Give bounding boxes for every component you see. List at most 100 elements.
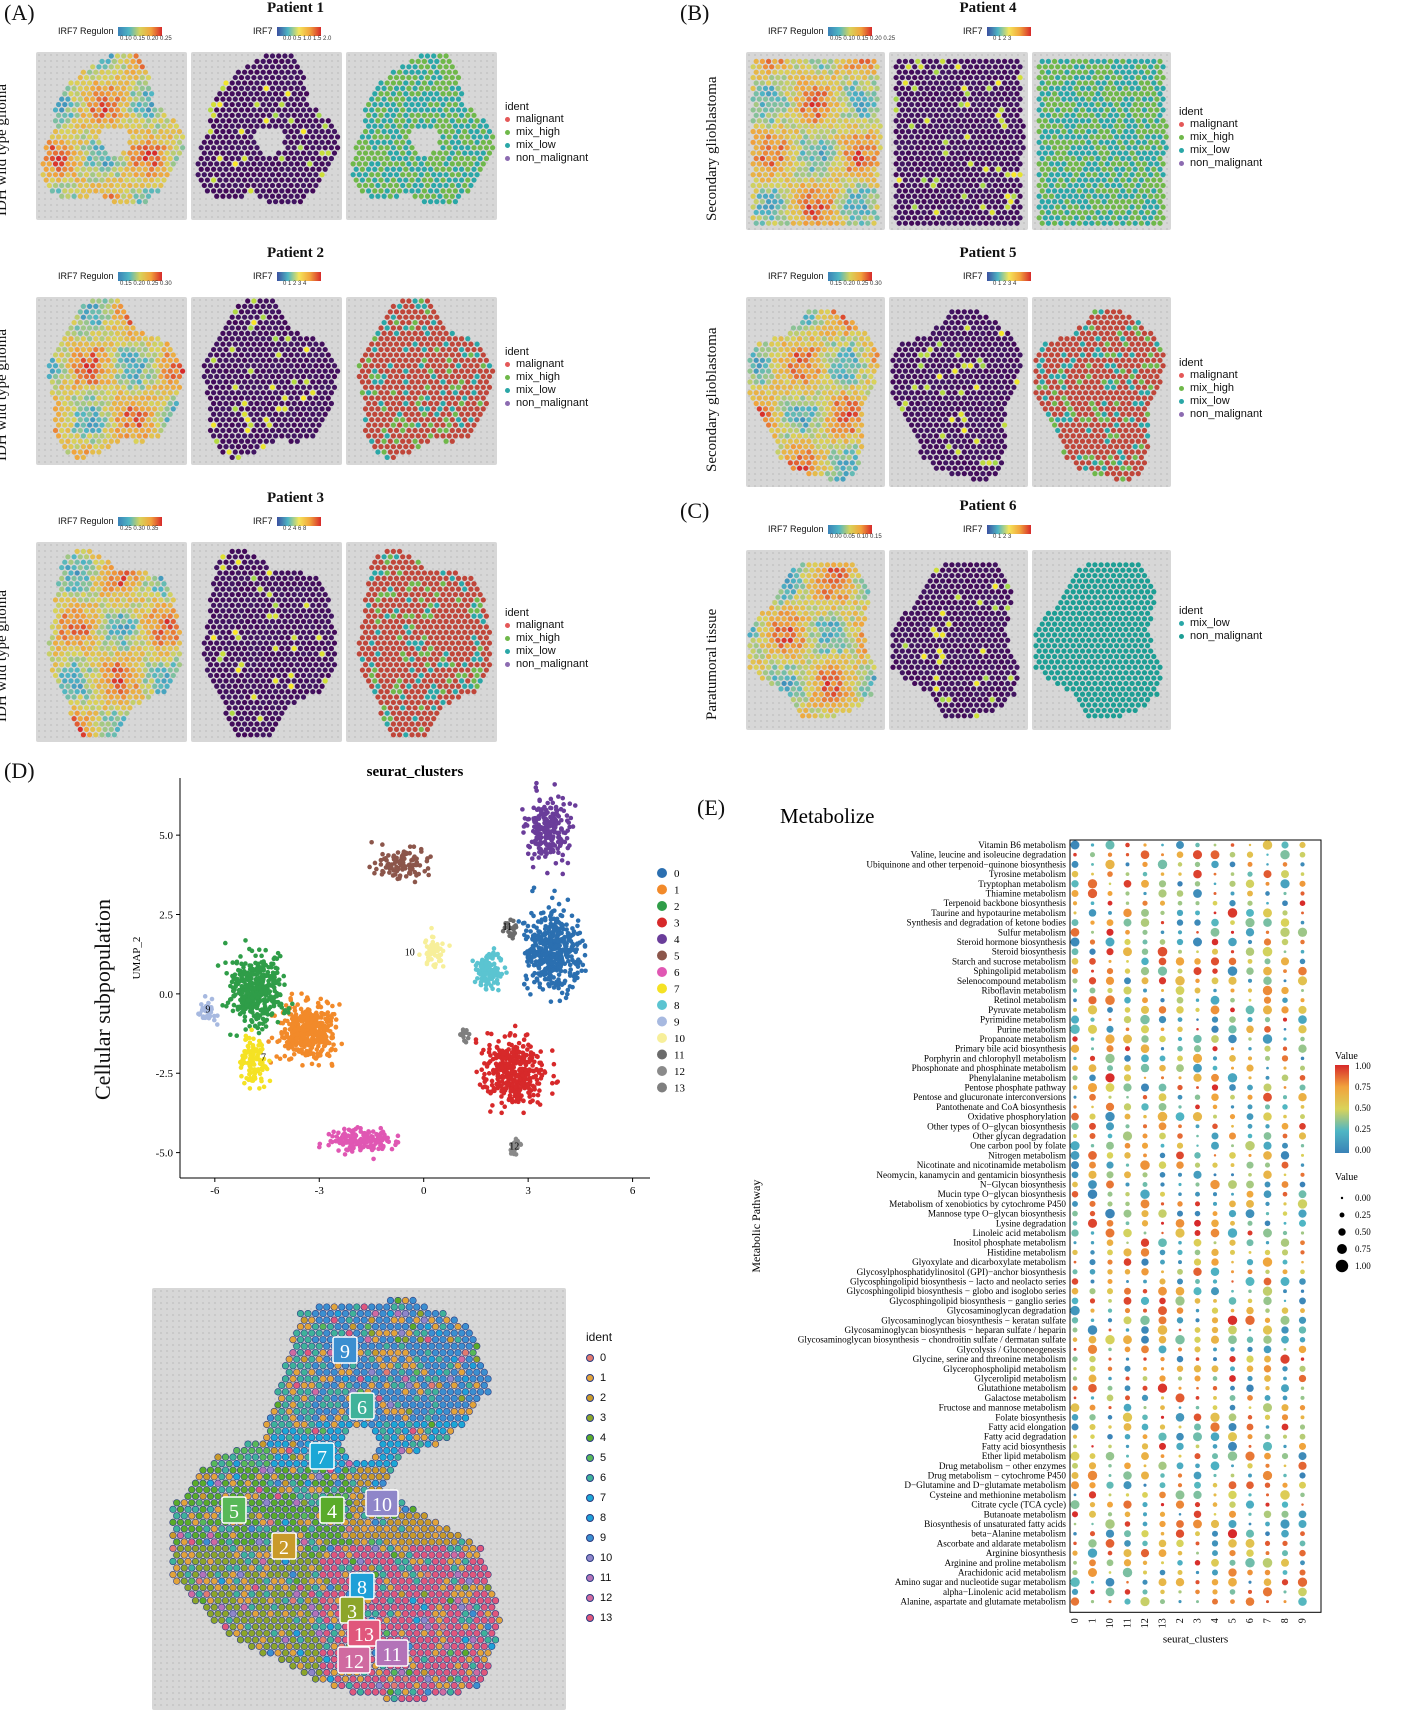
spot (77, 182, 83, 189)
spot (282, 629, 288, 635)
spot (105, 80, 111, 86)
spot (406, 554, 412, 560)
spot (400, 182, 406, 189)
spot (201, 139, 207, 145)
spot (242, 581, 248, 587)
regulon-colorbar-gradient (117, 272, 162, 282)
spot (65, 107, 71, 113)
spot (242, 444, 248, 450)
spot (74, 613, 80, 619)
regulon-colorbar-gradient (827, 27, 872, 37)
spot (105, 303, 111, 309)
spot (161, 422, 167, 428)
spot (232, 427, 238, 434)
spot (251, 139, 257, 145)
spot (220, 427, 226, 434)
spot (152, 586, 158, 592)
spot (133, 172, 139, 178)
spot (282, 161, 288, 167)
spot (248, 721, 254, 727)
spot (99, 699, 105, 706)
spot (477, 602, 483, 608)
spot (229, 91, 235, 97)
spot (294, 618, 300, 625)
spot (471, 166, 477, 172)
spot (313, 651, 319, 657)
spot (431, 683, 437, 689)
spot (68, 390, 74, 396)
spot (400, 107, 406, 113)
spot (142, 134, 148, 140)
spot (139, 150, 145, 156)
spot (195, 172, 201, 178)
spot (486, 651, 493, 657)
spot (465, 689, 471, 695)
spot (266, 112, 272, 118)
spot (269, 406, 276, 412)
spot (74, 559, 80, 565)
spot (214, 629, 220, 635)
spot (87, 80, 93, 86)
spot (313, 608, 319, 614)
spot (108, 705, 114, 711)
spot (415, 336, 421, 342)
spot (161, 645, 167, 652)
spot (297, 624, 303, 630)
spot (242, 134, 248, 140)
spot (428, 689, 434, 695)
spot (415, 710, 421, 716)
spot (443, 363, 449, 369)
spot (415, 689, 421, 695)
spot (71, 139, 77, 145)
spot (52, 608, 59, 614)
spot (443, 53, 449, 59)
spot (139, 193, 145, 199)
spot (248, 303, 254, 309)
spot (424, 608, 431, 614)
spot (87, 581, 93, 587)
spot (424, 672, 431, 679)
spot (68, 134, 74, 140)
spot (781, 85, 787, 91)
spot (245, 640, 251, 646)
spot (412, 341, 418, 347)
spot (397, 357, 403, 363)
spot (242, 624, 248, 630)
spot (77, 705, 83, 711)
spot (443, 118, 449, 124)
spot (248, 444, 254, 450)
spot (220, 586, 226, 592)
spot (62, 336, 68, 342)
spot (307, 597, 313, 603)
spot (139, 406, 145, 412)
spot (235, 379, 241, 385)
spot (862, 85, 868, 91)
spot (254, 732, 260, 738)
spot (62, 91, 68, 97)
spot (108, 564, 114, 571)
spot (251, 128, 257, 135)
spot (418, 363, 424, 369)
spot (232, 417, 238, 423)
spot (381, 683, 387, 689)
spot (406, 586, 412, 592)
spot (285, 422, 291, 428)
spot (868, 161, 874, 167)
spot (226, 139, 232, 145)
spot (229, 368, 235, 374)
spot (251, 395, 257, 401)
spot (387, 726, 393, 732)
spot (130, 177, 136, 183)
spot (390, 602, 396, 608)
spot (393, 85, 400, 91)
spot (486, 662, 493, 668)
spot (465, 123, 471, 129)
spot (65, 629, 71, 635)
spot (400, 716, 406, 722)
spot (214, 107, 220, 113)
spot (375, 683, 381, 689)
spot (418, 406, 424, 412)
spot (793, 74, 800, 81)
ident-legend-item: mix_high (505, 371, 588, 384)
spot (384, 602, 390, 608)
